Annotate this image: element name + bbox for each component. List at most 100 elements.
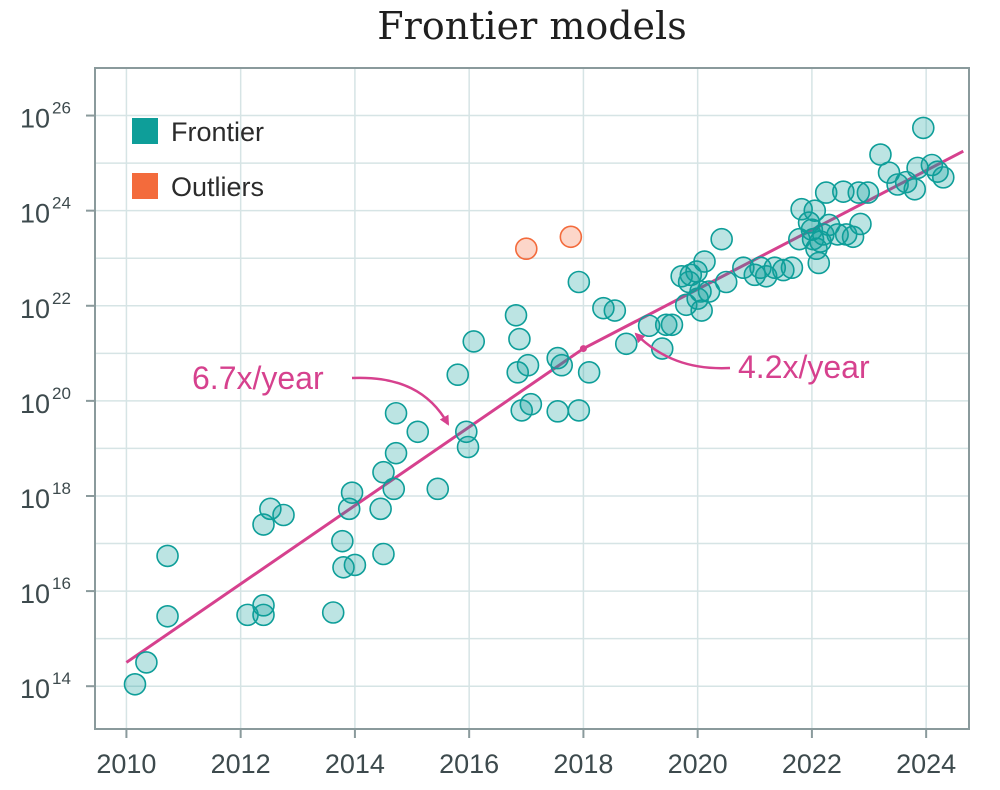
data-point: [637, 314, 661, 338]
data-point: [156, 544, 179, 568]
data-point: [259, 497, 282, 521]
y-tick-exponent: 14: [52, 669, 71, 688]
y-tick-base: 10: [20, 579, 50, 609]
data-point: [384, 401, 408, 425]
data-point: [369, 497, 392, 521]
data-point: [754, 264, 778, 288]
data-point: [343, 553, 367, 577]
data-point: [514, 237, 538, 261]
data-point: [803, 199, 827, 222]
y-tick-label: 10 20: [20, 384, 71, 419]
legend-swatch-outliers: [132, 173, 158, 199]
data-point: [508, 327, 531, 351]
data-point: [660, 313, 684, 337]
data-point: [252, 594, 275, 617]
data-point: [156, 604, 179, 628]
data-point: [550, 353, 574, 377]
data-point: [710, 227, 733, 251]
data-point: [654, 313, 678, 337]
data-point: [869, 143, 892, 166]
data-point: [135, 651, 158, 674]
y-tick-exponent: 26: [52, 99, 71, 118]
legend-swatch-frontier: [132, 118, 158, 144]
data-point: [406, 420, 430, 444]
data-point: [614, 332, 638, 356]
data-point: [931, 166, 955, 189]
y-tick-base: 10: [20, 484, 50, 514]
data-point: [252, 603, 275, 627]
legend-label-outliers: Outliers: [171, 172, 264, 202]
data-point: [504, 303, 528, 327]
trend-label-post-2018: 4.2x/year: [738, 349, 870, 385]
y-tick-label: 10 14: [20, 669, 71, 704]
data-points: [123, 116, 955, 696]
data-point: [519, 392, 543, 416]
series-frontier: [123, 116, 955, 696]
x-tick-label: 2018: [553, 749, 613, 779]
y-tick-exponent: 18: [52, 479, 71, 498]
y-tick-base: 10: [20, 104, 50, 134]
data-point: [462, 330, 486, 353]
legend-label-frontier: Frontier: [171, 117, 264, 147]
y-tick-base: 10: [20, 199, 50, 229]
data-point: [849, 212, 872, 236]
trend-arrow-post-2018: [634, 332, 731, 370]
y-tick-exponent: 16: [52, 574, 71, 593]
data-point: [321, 601, 345, 624]
data-point: [446, 363, 470, 387]
data-point: [856, 181, 880, 204]
grid: [95, 68, 969, 729]
data-point: [577, 361, 601, 384]
trend-line: [125, 347, 585, 664]
data-point: [559, 225, 583, 249]
x-tick-label: 2024: [896, 749, 956, 779]
data-point: [886, 173, 909, 196]
y-tick-exponent: 24: [52, 194, 71, 213]
y-tick-exponent: 20: [52, 384, 71, 403]
data-point: [372, 542, 395, 566]
data-point: [567, 270, 591, 294]
data-point: [780, 256, 804, 280]
data-point: [272, 503, 295, 527]
data-point: [382, 477, 406, 501]
data-point: [800, 218, 824, 241]
trend-arrow-pre-2018: [351, 376, 450, 426]
data-point: [714, 270, 738, 294]
legend: Frontier Outliers: [132, 117, 264, 202]
data-point: [814, 181, 838, 204]
y-tick-label: 10 22: [20, 289, 71, 324]
data-point: [123, 672, 147, 696]
x-tick-label: 2012: [211, 749, 271, 779]
data-point: [912, 116, 935, 140]
data-point: [690, 299, 713, 322]
y-tick-base: 10: [20, 674, 50, 704]
plot-frame: [94, 67, 970, 730]
data-point: [456, 435, 480, 459]
data-point: [372, 460, 395, 484]
data-point: [384, 441, 408, 465]
data-point: [847, 181, 871, 204]
y-tick-exponent: 22: [52, 289, 71, 308]
annotations: 6.7x/year 4.2x/year: [192, 332, 870, 426]
x-tick-label: 2022: [782, 749, 842, 779]
data-point: [603, 299, 627, 322]
data-point: [331, 529, 354, 553]
series-outliers: [514, 225, 583, 261]
y-tick-label: 10 18: [20, 479, 71, 514]
data-point: [763, 256, 787, 280]
chart-title: Frontier models: [377, 4, 687, 48]
data-point: [877, 161, 901, 184]
data-point: [841, 225, 865, 249]
data-point: [817, 213, 841, 237]
data-point: [772, 258, 795, 282]
data-point: [693, 250, 716, 273]
data-point: [546, 346, 570, 370]
trend-junction: [579, 345, 587, 353]
data-point: [697, 280, 721, 303]
y-tick-label: 10 24: [20, 194, 71, 229]
x-tick-label: 2016: [439, 749, 499, 779]
data-point: [516, 353, 540, 377]
data-point: [340, 481, 364, 504]
